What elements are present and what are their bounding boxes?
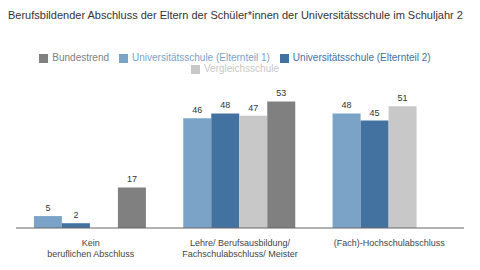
svg-text:46: 46: [192, 105, 202, 115]
html-text:Universitätsschule (Elternteil: Universitätsschule (Elternteil 1): [132, 52, 270, 63]
svg-text:48: 48: [220, 100, 230, 110]
svg-text:5: 5: [45, 203, 50, 213]
svg-text:51: 51: [398, 93, 408, 103]
svg-text:Keinberuflichen Abschluss: Keinberuflichen Abschluss: [47, 238, 135, 259]
svg-text:48: 48: [342, 100, 352, 110]
svg-text:45: 45: [370, 108, 380, 118]
svg-text:(Fach)-Hochschulabschluss: (Fach)-Hochschulabschluss: [334, 238, 446, 248]
svg-text:17: 17: [127, 174, 137, 184]
svg-text:47: 47: [248, 103, 258, 113]
svg-text:53: 53: [276, 88, 286, 98]
html-text:Berufsbildender Abschluss der: Berufsbildender Abschluss der Eltern der…: [8, 9, 463, 21]
html-text:Vergleichsschule: Vergleichsschule: [204, 63, 279, 74]
html-text:Universitätsschule (Elternteil: Universitätsschule (Elternteil 2): [292, 52, 431, 63]
svg-text:Lehre/ Berufsausbildung/Fachsc: Lehre/ Berufsausbildung/Fachschulabschlu…: [182, 238, 298, 259]
svg-text:2: 2: [73, 210, 78, 220]
html-text:Bundestrend: Bundestrend: [52, 52, 109, 63]
